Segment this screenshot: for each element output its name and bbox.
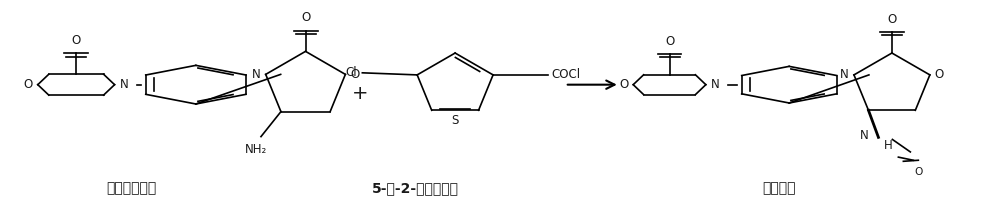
Text: N: N — [711, 78, 720, 91]
Text: O: O — [619, 78, 628, 91]
Text: 利伐沙班: 利伐沙班 — [762, 181, 796, 195]
Text: H: H — [883, 139, 892, 152]
Text: Cl: Cl — [346, 66, 357, 79]
Text: S: S — [451, 114, 459, 127]
Text: O: O — [914, 166, 923, 177]
Text: N: N — [860, 129, 868, 142]
Text: O: O — [350, 68, 360, 81]
Text: O: O — [935, 68, 944, 81]
Text: N: N — [120, 78, 128, 91]
Text: N: N — [252, 68, 261, 81]
Text: COCl: COCl — [551, 68, 580, 81]
Text: NH₂: NH₂ — [245, 143, 267, 156]
Text: +: + — [352, 84, 369, 103]
Text: 利伐沙班前体: 利伐沙班前体 — [106, 181, 156, 195]
Text: O: O — [24, 78, 33, 91]
Text: O: O — [887, 13, 897, 26]
Text: N: N — [840, 68, 849, 81]
Text: O: O — [301, 11, 310, 24]
Text: O: O — [665, 35, 674, 48]
Text: O: O — [72, 34, 81, 47]
Text: 5-氯-2-甲酰氯噻吩: 5-氯-2-甲酰氯噻吩 — [372, 181, 459, 195]
